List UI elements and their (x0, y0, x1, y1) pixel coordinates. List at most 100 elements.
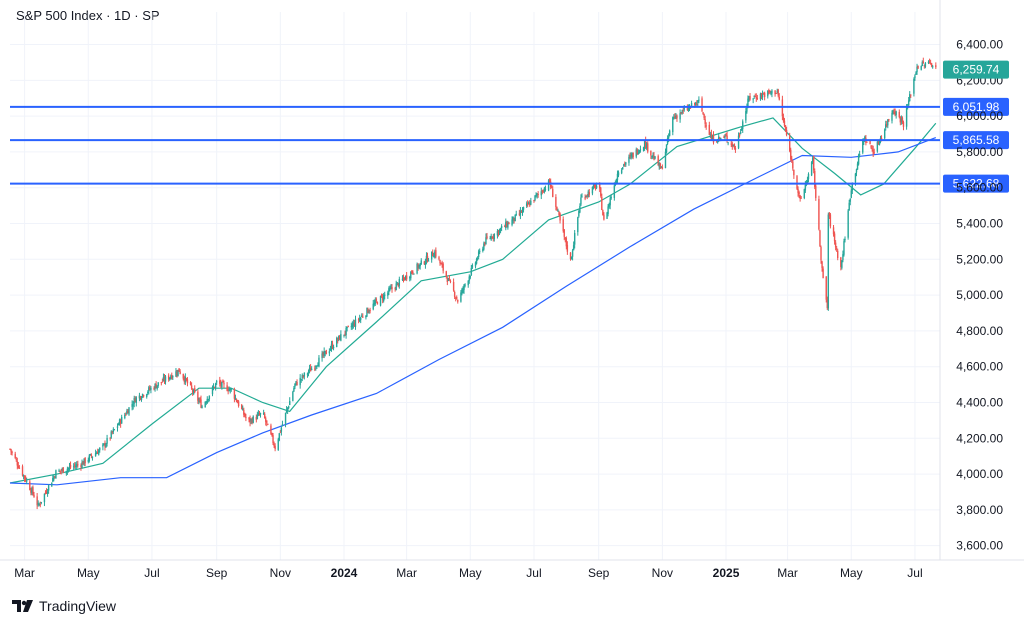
candle-body (899, 117, 902, 123)
candle-body (390, 287, 392, 289)
candle-body (67, 467, 70, 470)
candle-body (438, 257, 440, 260)
candle-body (659, 163, 661, 169)
candle-body (293, 388, 295, 392)
candle-body (201, 406, 203, 408)
candle-body (322, 352, 324, 356)
candle-body (556, 206, 558, 210)
candle-body (52, 478, 54, 482)
candle-body (505, 221, 507, 229)
candle-body (194, 388, 196, 393)
candle-body (171, 375, 173, 379)
candle-body (624, 163, 626, 165)
candle-body (654, 156, 656, 159)
candle-body (701, 98, 703, 112)
candle-body (551, 187, 553, 189)
candle-body (176, 372, 178, 375)
candle-body (361, 315, 363, 317)
candle-body (658, 162, 660, 168)
candle-body (652, 155, 654, 158)
candle-body (880, 137, 883, 139)
candle-body (404, 275, 407, 280)
candle-body (21, 466, 24, 476)
candle-body (506, 222, 508, 227)
candle-body (807, 173, 810, 180)
candle-body (851, 182, 854, 191)
level-label-badge (943, 131, 1009, 150)
candle-body (83, 458, 85, 465)
candle-body (339, 335, 341, 340)
candle-body (102, 444, 104, 447)
candle-body (59, 470, 61, 472)
candle-body (841, 260, 843, 268)
candle-body (242, 408, 244, 411)
candle-body (811, 157, 814, 163)
candle-body (725, 135, 727, 137)
candle-body (555, 197, 557, 207)
candle-body (715, 141, 718, 143)
candle-body (847, 210, 849, 238)
candle-body (398, 279, 401, 286)
candle-body (676, 115, 678, 119)
candle-body (198, 400, 200, 402)
candle-body (234, 397, 237, 399)
candle-body (453, 291, 456, 297)
candle-body (395, 283, 397, 291)
candle-body (128, 407, 130, 415)
candle-body (476, 258, 479, 260)
candle-body (541, 190, 544, 192)
candle-body (357, 319, 360, 321)
candle-body (675, 115, 677, 119)
time-tick-label: 2024 (331, 566, 358, 580)
candle-body (796, 176, 798, 189)
candle-body (586, 195, 588, 197)
candle-body (358, 318, 361, 322)
time-axis[interactable]: Mar May Jul Sep Nov 2024 Mar May Jul Sep Nov 2025 Ma… (14, 566, 922, 580)
tradingview-logo-icon (12, 600, 33, 612)
candle-body (931, 66, 934, 68)
candle-body (259, 413, 262, 415)
candle-body (294, 383, 296, 387)
candle-body (271, 432, 273, 436)
horizontal-levels[interactable]: 6,051.98 5,865.58 5,622.68 (10, 97, 1009, 193)
candle-body (763, 92, 766, 97)
candle-body (718, 136, 720, 140)
candle-body (613, 185, 616, 198)
candle-body (534, 195, 536, 201)
candle-body (460, 292, 462, 302)
candle-body (461, 289, 463, 294)
tradingview-brand[interactable]: TradingView (12, 596, 116, 616)
candle-body (161, 381, 164, 383)
candle-body (413, 273, 415, 275)
candle-body (519, 210, 522, 216)
candle-body (572, 245, 575, 251)
candle-body (797, 188, 799, 193)
candle-body (588, 192, 590, 195)
candle-body (205, 401, 207, 404)
candle-body (935, 65, 937, 68)
candle-body (220, 382, 222, 386)
candle-body (499, 228, 502, 231)
candle-body (228, 389, 230, 392)
candle-body (921, 62, 923, 66)
candle-body (540, 191, 542, 196)
candle-body (730, 143, 732, 145)
candle-body (754, 96, 756, 98)
candle-body (389, 288, 391, 290)
candle-body (800, 197, 802, 199)
candle-body (433, 256, 435, 258)
candle-body (155, 384, 157, 389)
candle-body (452, 281, 455, 291)
candle-body (657, 156, 659, 166)
candle-body (793, 169, 795, 176)
candle-body (491, 237, 493, 239)
candle-body (286, 407, 289, 411)
candle-body (681, 110, 683, 114)
candle-body (296, 382, 298, 386)
candle-body (738, 134, 741, 136)
candle-body (804, 184, 807, 191)
price-axis[interactable]: 3,600.00 3,800.00 4,000.00 4,200.00 4,400.00… (943, 38, 1009, 553)
candle-body (775, 93, 777, 95)
candle-body (895, 111, 897, 116)
